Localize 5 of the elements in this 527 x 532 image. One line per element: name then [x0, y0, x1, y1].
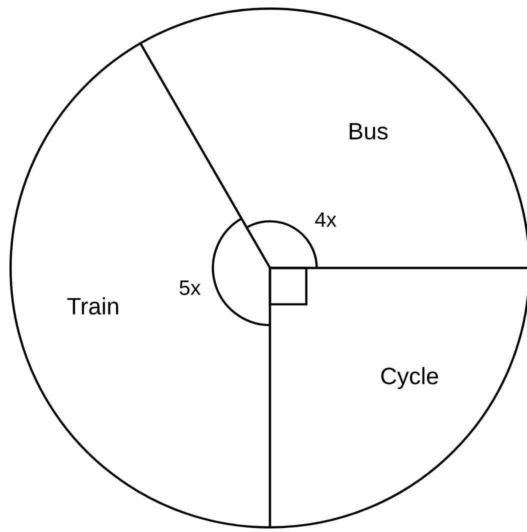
slice-label: Cycle: [381, 367, 438, 390]
slice-label: Train: [67, 297, 118, 315]
text: 5x: [180, 280, 201, 296]
slice-label: Bus: [350, 123, 388, 140]
text: 4x: [315, 212, 336, 227]
